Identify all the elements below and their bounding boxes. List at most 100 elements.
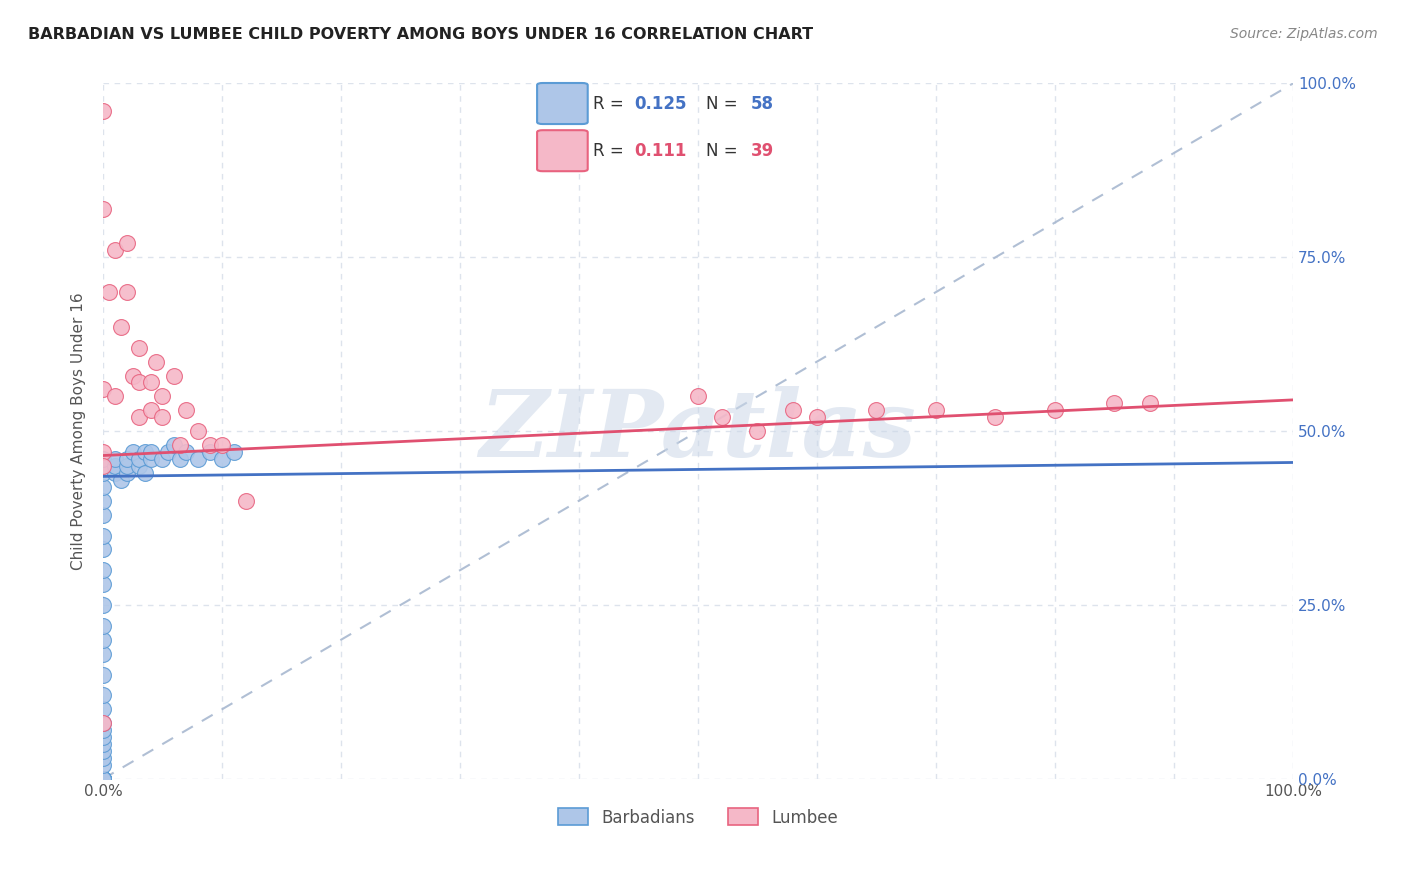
Point: [235, 493, 257, 508]
Point: [128, 452, 150, 467]
Point: [91, 598, 114, 612]
Point: [128, 376, 150, 390]
Point: [128, 410, 150, 425]
Point: [91, 202, 114, 216]
FancyBboxPatch shape: [537, 130, 588, 171]
Point: [104, 458, 127, 473]
Point: [91, 744, 114, 758]
Point: [91, 772, 114, 786]
Point: [1139, 396, 1161, 410]
Point: [782, 403, 804, 417]
Point: [686, 389, 709, 403]
Point: [91, 528, 114, 542]
Text: 0.125: 0.125: [634, 95, 686, 112]
Point: [139, 376, 162, 390]
Point: [91, 730, 114, 744]
Text: R =: R =: [593, 95, 630, 112]
Point: [104, 389, 127, 403]
Point: [91, 772, 114, 786]
Point: [222, 445, 245, 459]
Point: [984, 410, 1007, 425]
Point: [91, 383, 114, 397]
Point: [1043, 403, 1066, 417]
FancyBboxPatch shape: [537, 83, 588, 124]
Point: [91, 632, 114, 647]
Point: [211, 452, 233, 467]
Point: [91, 619, 114, 633]
Point: [91, 723, 114, 738]
Point: [91, 689, 114, 703]
Point: [91, 772, 114, 786]
Point: [198, 445, 221, 459]
Point: [91, 458, 114, 473]
Point: [145, 354, 167, 368]
Text: R =: R =: [593, 142, 634, 160]
Point: [865, 403, 887, 417]
Point: [104, 452, 127, 467]
Point: [91, 772, 114, 786]
Point: [91, 647, 114, 661]
Point: [747, 424, 769, 438]
Text: BARBADIAN VS LUMBEE CHILD POVERTY AMONG BOYS UNDER 16 CORRELATION CHART: BARBADIAN VS LUMBEE CHILD POVERTY AMONG …: [28, 27, 813, 42]
Point: [139, 445, 162, 459]
Point: [174, 445, 197, 459]
Point: [121, 445, 143, 459]
Point: [187, 424, 209, 438]
Point: [110, 319, 132, 334]
Point: [211, 438, 233, 452]
Point: [91, 702, 114, 716]
Text: Source: ZipAtlas.com: Source: ZipAtlas.com: [1230, 27, 1378, 41]
Point: [91, 772, 114, 786]
Point: [91, 563, 114, 577]
Point: [157, 445, 180, 459]
Point: [139, 403, 162, 417]
Point: [128, 341, 150, 355]
Point: [91, 466, 114, 480]
Point: [97, 285, 120, 299]
Point: [174, 403, 197, 417]
Point: [115, 458, 138, 473]
Point: [104, 244, 127, 258]
Point: [91, 716, 114, 731]
Point: [110, 473, 132, 487]
Text: ZIPatlas: ZIPatlas: [479, 386, 917, 476]
Point: [187, 452, 209, 467]
Point: [91, 772, 114, 786]
Point: [104, 466, 127, 480]
Point: [91, 104, 114, 119]
Point: [91, 772, 114, 786]
Point: [134, 445, 156, 459]
Point: [806, 410, 828, 425]
Point: [1104, 396, 1126, 410]
Point: [115, 452, 138, 467]
Point: [115, 236, 138, 251]
Point: [169, 452, 191, 467]
Point: [115, 285, 138, 299]
Text: N =: N =: [706, 95, 742, 112]
Point: [710, 410, 733, 425]
Point: [91, 716, 114, 731]
Point: [152, 410, 174, 425]
Point: [134, 466, 156, 480]
Point: [128, 458, 150, 473]
Point: [91, 758, 114, 772]
Point: [91, 542, 114, 557]
Point: [163, 368, 186, 383]
Point: [152, 452, 174, 467]
Text: 58: 58: [751, 95, 773, 112]
Point: [91, 480, 114, 494]
Point: [91, 452, 114, 467]
Legend: Barbadians, Lumbee: Barbadians, Lumbee: [551, 802, 845, 833]
Text: 0.111: 0.111: [634, 142, 686, 160]
Point: [91, 751, 114, 765]
Point: [91, 772, 114, 786]
Y-axis label: Child Poverty Among Boys Under 16: Child Poverty Among Boys Under 16: [72, 293, 86, 570]
Point: [91, 772, 114, 786]
Point: [91, 772, 114, 786]
Point: [91, 493, 114, 508]
Point: [91, 772, 114, 786]
Point: [115, 466, 138, 480]
Text: 39: 39: [751, 142, 775, 160]
Point: [91, 508, 114, 522]
Point: [198, 438, 221, 452]
